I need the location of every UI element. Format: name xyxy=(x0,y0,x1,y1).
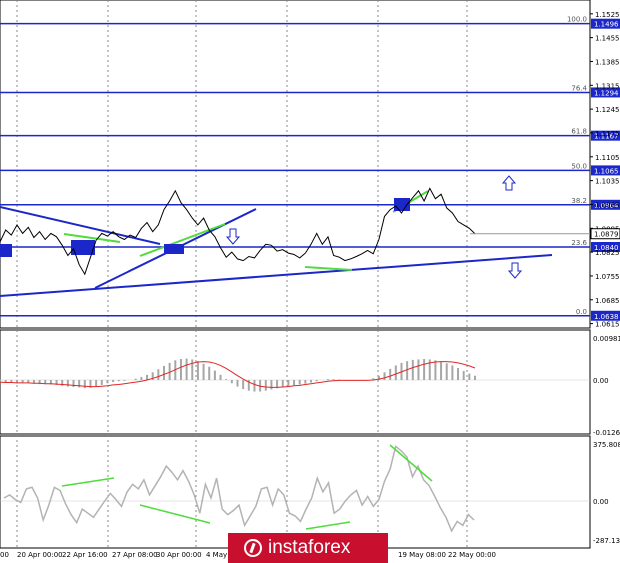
fib-level-percent: 61.8 xyxy=(571,128,587,136)
current-price-label: 1.0879 xyxy=(594,231,619,239)
support-trendline xyxy=(0,254,553,297)
fib-price-label: 1.0840 xyxy=(594,244,619,252)
instaforex-watermark: instaforex xyxy=(228,533,388,563)
arrow-down-icon xyxy=(507,262,523,279)
fib-price-box xyxy=(591,242,620,252)
highlight-boxes xyxy=(0,198,410,257)
fib-price-box xyxy=(591,310,620,321)
price-tick-label: 1.1315 xyxy=(595,82,620,90)
current-price-tag: 1.0879 xyxy=(470,228,620,240)
current-price-box xyxy=(590,228,620,240)
price-tick-label: 1.0755 xyxy=(595,273,620,281)
price-panel-frame xyxy=(0,0,591,329)
fib-level-percent: 23.6 xyxy=(571,239,587,247)
price-tick-label: 1.0685 xyxy=(595,297,620,305)
fib-price-box xyxy=(591,18,620,29)
fib-price-label: 1.1294 xyxy=(594,89,619,97)
fibonacci-levels: 100.0 1.1496 76.4 1.1294 61.8 1.1167 50.0 1.106… xyxy=(0,16,620,321)
fib-price-label: 1.1496 xyxy=(594,21,619,29)
price-tick-label: 1.0825 xyxy=(595,249,620,257)
cci-divergence-line-4 xyxy=(389,444,433,482)
highlight-box xyxy=(0,244,12,257)
cci-divergence-line-3 xyxy=(305,521,351,530)
time-axis-label: 22 May 00:00 xyxy=(448,551,496,559)
divergence-line-2 xyxy=(139,223,226,257)
time-axis-label: 27 Apr 08:00 xyxy=(112,551,158,559)
macd-tick-label: 0.00981 xyxy=(593,335,620,343)
highlight-box xyxy=(164,244,184,254)
fib-price-box xyxy=(591,87,620,98)
fib-price-label: 1.0638 xyxy=(594,313,619,321)
fib-price-label: 1.1167 xyxy=(594,133,619,141)
upper-trendline xyxy=(0,206,161,245)
price-series-line xyxy=(0,187,476,276)
fib-level-percent: 50.0 xyxy=(571,162,587,170)
macd-tick-label: 0.00 xyxy=(593,377,609,385)
fib-price-box xyxy=(591,165,620,176)
cci-series-line xyxy=(3,445,475,533)
cci-panel-frame xyxy=(0,435,591,549)
price-tick-label: 1.1525 xyxy=(595,11,620,19)
price-tick-label: 1.1245 xyxy=(595,106,620,114)
time-axis-label: 30 Apr 00:00 xyxy=(156,551,202,559)
price-tick-label: 1.1035 xyxy=(595,178,620,186)
price-tick-label: 1.0615 xyxy=(595,321,620,329)
cci-tick-label: -287.1356 xyxy=(593,537,620,545)
cci-divergence-line-2 xyxy=(139,504,211,524)
price-tick-label: 1.1385 xyxy=(595,58,620,66)
cci-divergence-line-1 xyxy=(61,477,115,487)
price-tick-label: 1.1175 xyxy=(595,130,620,138)
fib-level-percent: 38.2 xyxy=(571,197,587,205)
arrow-down-icon xyxy=(225,228,241,245)
fib-price-box xyxy=(591,199,620,210)
macd-signal-line xyxy=(0,361,476,388)
instaforex-logo-icon xyxy=(244,539,262,557)
fib-price-label: 1.1065 xyxy=(594,167,619,175)
cci-tick-label: 375.8087 xyxy=(593,441,620,449)
divergence-line-1 xyxy=(63,233,121,243)
price-tick-label: 1.1455 xyxy=(595,35,620,43)
time-axis-labels: 00 20 Apr 00:00 22 Apr 16:00 27 Apr 08:0030… xyxy=(0,551,496,559)
fib-level-percent: 76.4 xyxy=(571,84,587,92)
green-divergence-lines-cci xyxy=(61,444,433,530)
arrow-up-icon xyxy=(501,175,517,191)
green-divergence-lines-price xyxy=(63,190,429,271)
time-axis-label: 00 xyxy=(0,551,9,559)
highlight-box xyxy=(394,198,410,211)
cci-axis-ticks: 375.8087 0.00 -287.1356 xyxy=(593,441,620,545)
divergence-line-3 xyxy=(304,266,353,271)
highlight-box xyxy=(71,240,95,255)
fib-level-percent: 100.0 xyxy=(567,16,587,24)
fib-price-label: 1.0964 xyxy=(594,202,619,210)
time-separators xyxy=(16,0,468,548)
cci-tick-label: 0.00 xyxy=(593,498,609,506)
fib-level-percent: 0.0 xyxy=(576,308,587,316)
price-tick-label: 1.0965 xyxy=(595,201,620,209)
time-axis-label: 4 May xyxy=(206,551,227,559)
time-axis-label: 19 May 08:00 xyxy=(398,551,446,559)
watermark-text: instaforex xyxy=(268,537,351,558)
fib-price-box xyxy=(591,130,620,141)
time-axis-label: 22 Apr 16:00 xyxy=(62,551,108,559)
price-tick-label: 1.1105 xyxy=(595,154,620,162)
time-axis-label: 20 Apr 00:00 xyxy=(17,551,63,559)
